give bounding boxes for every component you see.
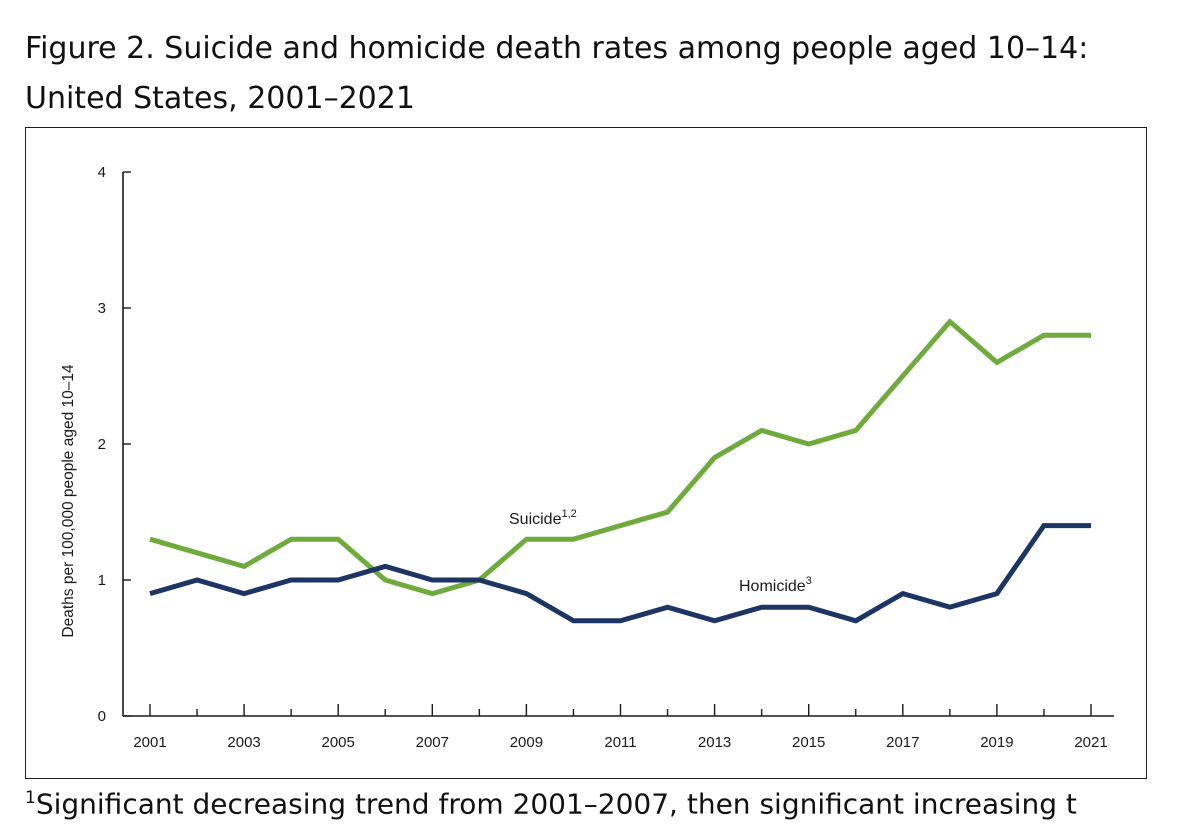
x-tick-label: 2021 [1074, 734, 1107, 751]
suicide-data-point [806, 442, 811, 447]
homicide-data-point [853, 618, 858, 623]
homicide-series-label: Homicide3 [739, 575, 812, 595]
homicide-data-point [195, 578, 200, 583]
homicide-data-point [1041, 523, 1046, 528]
homicide-data-point [477, 578, 482, 583]
suicide-data-point [994, 360, 999, 365]
suicide-data-point [853, 428, 858, 433]
homicide-data-point [289, 578, 294, 583]
suicide-data-point [430, 591, 435, 596]
x-tick-label: 2001 [133, 734, 166, 751]
homicide-data-point [430, 578, 435, 583]
suicide-data-point [242, 564, 247, 569]
homicide-data-point [665, 605, 670, 610]
homicide-data-point [383, 564, 388, 569]
suicide-data-point [383, 578, 388, 583]
figure-title: Figure 2. Suicide and homicide death rat… [25, 24, 1185, 124]
figure-title-line-2: United States, 2001–2021 [25, 81, 415, 116]
suicide-series-label: Suicide1,2 [509, 508, 577, 528]
y-tick-label: 1 [98, 572, 106, 589]
chart-series-labels: Suicide1,2 Homicide3 [509, 508, 812, 595]
footnote: 1Significant decreasing trend from 2001–… [25, 778, 1077, 824]
suicide-data-point [571, 537, 576, 542]
x-tick-label: 2005 [322, 734, 355, 751]
homicide-data-point [806, 605, 811, 610]
homicide-data-point [759, 605, 764, 610]
line-chart: 0 1 2 3 4 2001 2003 2005 2007 2009 2011 2013 2015 201… [60, 164, 1114, 751]
x-tick-label: 2019 [980, 734, 1013, 751]
y-tick-label: 3 [98, 300, 106, 317]
homicide-data-point [947, 605, 952, 610]
homicide-data-point [712, 618, 717, 623]
y-axis-title: Deaths per 100,000 people aged 10–14 [60, 364, 77, 638]
homicide-data-point [524, 591, 529, 596]
y-tick-label: 0 [98, 708, 106, 725]
chart-axes: 0 1 2 3 4 2001 2003 2005 2007 2009 2011 2013 2015 201… [60, 164, 1114, 751]
suicide-data-point [148, 537, 153, 542]
homicide-data-point [900, 591, 905, 596]
homicide-data-point [336, 578, 341, 583]
suicide-data-point [947, 319, 952, 324]
x-tick-label: 2007 [416, 734, 449, 751]
suicide-data-point [1089, 333, 1094, 338]
x-tick-label: 2015 [792, 734, 825, 751]
homicide-data-point [148, 591, 153, 596]
suicide-data-point [195, 550, 200, 555]
homicide-data-point [618, 618, 623, 623]
x-tick-label: 2013 [698, 734, 731, 751]
homicide-data-point [994, 591, 999, 596]
homicide-series-line [149, 523, 1091, 624]
chart-frame: 0 1 2 3 4 2001 2003 2005 2007 2009 2011 2013 2015 201… [25, 127, 1147, 779]
suicide-data-point [336, 537, 341, 542]
chart-series [148, 318, 1094, 624]
x-tick-label: 2017 [886, 734, 919, 751]
suicide-data-point [665, 510, 670, 515]
homicide-data-point [1089, 523, 1094, 528]
suicide-data-point [712, 455, 717, 460]
y-tick-label: 4 [98, 164, 106, 181]
suicide-data-point [524, 537, 529, 542]
suicide-data-point [289, 537, 294, 542]
suicide-data-point [618, 523, 623, 528]
x-tick-label: 2011 [604, 734, 636, 751]
suicide-data-point [900, 374, 905, 379]
figure-title-line-1: Figure 2. Suicide and homicide death rat… [25, 31, 1089, 66]
suicide-data-point [759, 428, 764, 433]
footnote-text: Significant decreasing trend from 2001–2… [35, 787, 1077, 821]
y-tick-label: 2 [98, 436, 106, 453]
suicide-series-line [149, 318, 1091, 597]
suicide-data-point [1041, 333, 1046, 338]
footnote-marker: 1 [25, 788, 36, 808]
homicide-data-point [571, 618, 576, 623]
homicide-data-point [242, 591, 247, 596]
x-tick-label: 2003 [227, 734, 260, 751]
x-tick-label: 2009 [510, 734, 543, 751]
